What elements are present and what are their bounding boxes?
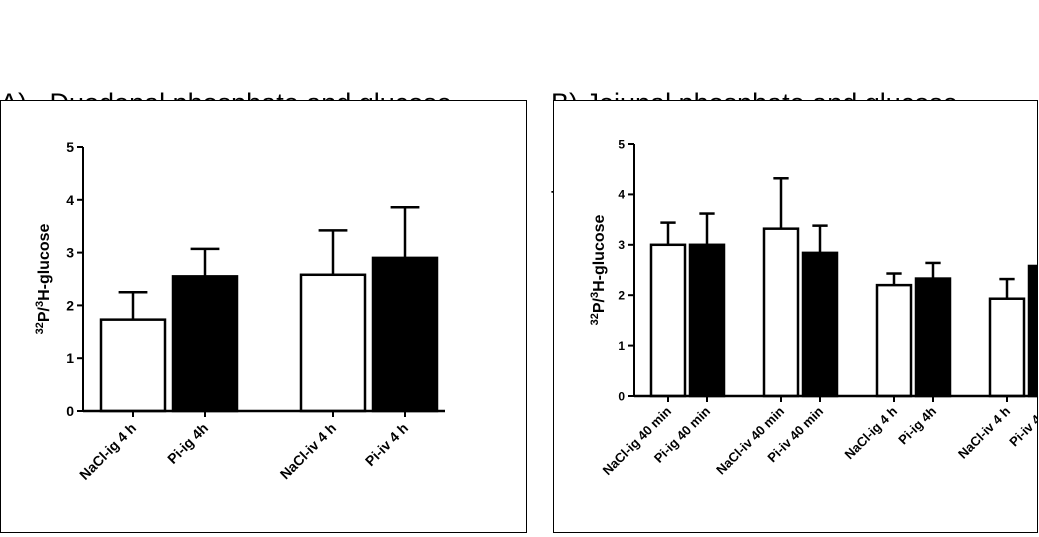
panel-b-y-axis-label: 32P/3H-glucose xyxy=(589,214,608,325)
panel-b-y-tick-label: 1 xyxy=(618,339,625,353)
panel-a-y-tick-label: 2 xyxy=(66,297,74,313)
panel-b-bar xyxy=(762,227,800,398)
panel-b-bar xyxy=(649,243,687,398)
panel-b-category-label: NaCl-ig 4 h xyxy=(841,403,900,462)
panel-a-category-label: Pi-iv 4 h xyxy=(362,420,411,469)
panel-b-y-tick-label: 5 xyxy=(618,137,625,151)
panel-a-y-axis-label: 32P/3H-glucose xyxy=(34,223,53,334)
panel-a-bar xyxy=(99,318,167,413)
panel-a-y-tick-label: 4 xyxy=(66,192,74,208)
panel-a-frame: 32P/3H-glucose 0 1 2 3 4 5 NaCl-ig 4 h Pi-ig 4h N… xyxy=(0,100,527,533)
panel-a-category-label: NaCl-ig 4 h xyxy=(76,420,139,483)
panel-b-category-label: NaCl-iv 4 h xyxy=(955,403,1013,461)
panel-b-bar xyxy=(988,297,1026,398)
panel-b-bar xyxy=(688,243,726,398)
panel-b-category-label: Pi-iv 4 h xyxy=(1006,403,1037,449)
panel-b-chart: 32P/3H-glucose 0 1 2 3 4 5 NaCl-ig 40 min Pi-ig … xyxy=(589,137,1039,478)
panel-b-y-tick-label: 3 xyxy=(618,238,625,252)
panel-a-y-tick-label: 0 xyxy=(66,403,74,419)
panel-a-y-tick-label: 5 xyxy=(66,139,74,155)
panel-b-y-tick-label: 4 xyxy=(618,188,625,202)
panel-b-bar xyxy=(875,283,913,398)
panel-b-bar xyxy=(801,251,839,398)
panel-b-bar xyxy=(1027,264,1039,398)
panel-a-y-tick-label: 3 xyxy=(66,245,74,261)
panel-a-y-tick-label: 1 xyxy=(66,350,74,366)
panel-b-category-label: NaCl-ig 40 min xyxy=(600,403,674,477)
panel-a-chart: 32P/3H-glucose 0 1 2 3 4 5 NaCl-ig 4 h Pi-ig 4h N… xyxy=(34,139,445,483)
panel-b-category-label: Pi-ig 4h xyxy=(895,403,939,447)
panel-b-bar xyxy=(914,277,952,398)
panel-b-y-tick-label: 0 xyxy=(618,389,625,403)
panel-a-category-label: NaCl-iv 4 h xyxy=(277,420,339,482)
panel-b-frame: 32P/3H-glucose 0 1 2 3 4 5 NaCl-ig 40 min Pi-ig … xyxy=(553,100,1039,533)
panel-a-category-label: Pi-ig 4h xyxy=(164,420,211,467)
panel-b-y-tick-label: 2 xyxy=(618,289,625,303)
panel-a-bar xyxy=(171,275,239,413)
panel-b-category-label: NaCl-iv 40 min xyxy=(713,403,787,477)
panel-a-bar xyxy=(371,256,439,413)
panel-a-bar xyxy=(299,273,367,413)
